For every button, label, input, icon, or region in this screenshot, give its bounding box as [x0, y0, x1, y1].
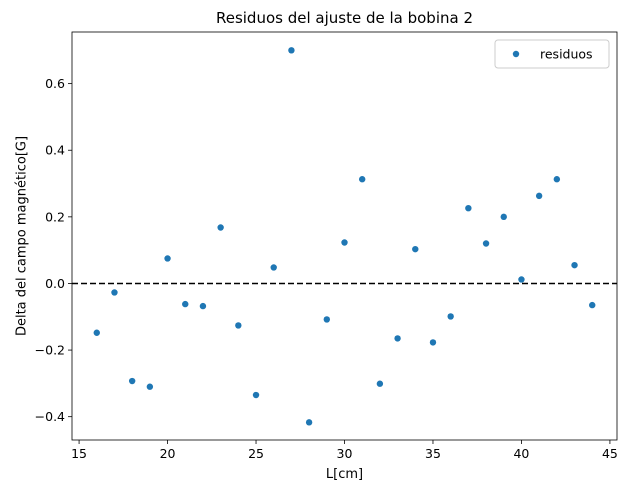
data-point — [252, 391, 260, 399]
data-point — [235, 322, 242, 329]
data-point — [394, 335, 401, 342]
x-axis-ticks: 15 20 25 30 35 40 45 — [71, 440, 618, 461]
x-tick-label: 45 — [602, 446, 618, 461]
legend-box — [494, 39, 610, 69]
data-point — [217, 224, 224, 231]
residuos-points — [93, 47, 596, 426]
x-tick-label: 15 — [71, 446, 87, 461]
data-point — [412, 245, 419, 253]
data-point — [500, 213, 507, 221]
data-point — [518, 276, 525, 283]
y-tick-label: 0.4 — [45, 143, 65, 158]
data-point — [305, 419, 313, 426]
data-point — [146, 383, 154, 390]
data-point — [288, 47, 295, 54]
data-point — [553, 176, 561, 183]
y-tick-label: −0.4 — [35, 409, 65, 424]
data-point — [341, 239, 348, 246]
data-point — [128, 377, 136, 385]
x-axis-label: L[cm] — [326, 467, 363, 482]
chart-title: Residuos del ajuste de la bobina 2 — [216, 9, 473, 27]
data-point — [589, 301, 596, 309]
x-tick-label: 40 — [513, 446, 529, 461]
data-point — [535, 192, 543, 200]
data-point — [182, 300, 189, 308]
data-point — [323, 316, 331, 323]
y-axis-label: Delta del campo magnético[G] — [15, 136, 30, 336]
x-tick-label: 25 — [248, 446, 264, 461]
x-tick-label: 35 — [425, 446, 441, 461]
data-point — [571, 261, 578, 269]
data-point — [93, 329, 100, 336]
y-tick-label: 0.2 — [45, 209, 65, 224]
y-tick-label: 0.6 — [45, 76, 65, 91]
y-axis-ticks: −0.4 −0.2 0.0 0.2 0.4 0.6 — [35, 76, 72, 424]
data-point — [447, 313, 454, 320]
y-tick-label: 0.0 — [45, 276, 65, 291]
legend: residuos — [494, 39, 610, 69]
data-point — [111, 289, 118, 296]
data-point — [429, 339, 437, 346]
y-tick-label: −0.2 — [35, 343, 65, 358]
data-point — [358, 176, 366, 183]
data-point — [482, 240, 490, 247]
legend-marker — [512, 50, 520, 58]
data-point — [376, 380, 384, 387]
data-point — [270, 264, 277, 271]
data-point — [164, 255, 171, 262]
x-tick-label: 20 — [160, 446, 176, 461]
data-point — [199, 302, 207, 310]
legend-label-residuos: residuos — [540, 47, 593, 62]
data-point — [465, 204, 472, 212]
x-tick-label: 30 — [337, 446, 353, 461]
